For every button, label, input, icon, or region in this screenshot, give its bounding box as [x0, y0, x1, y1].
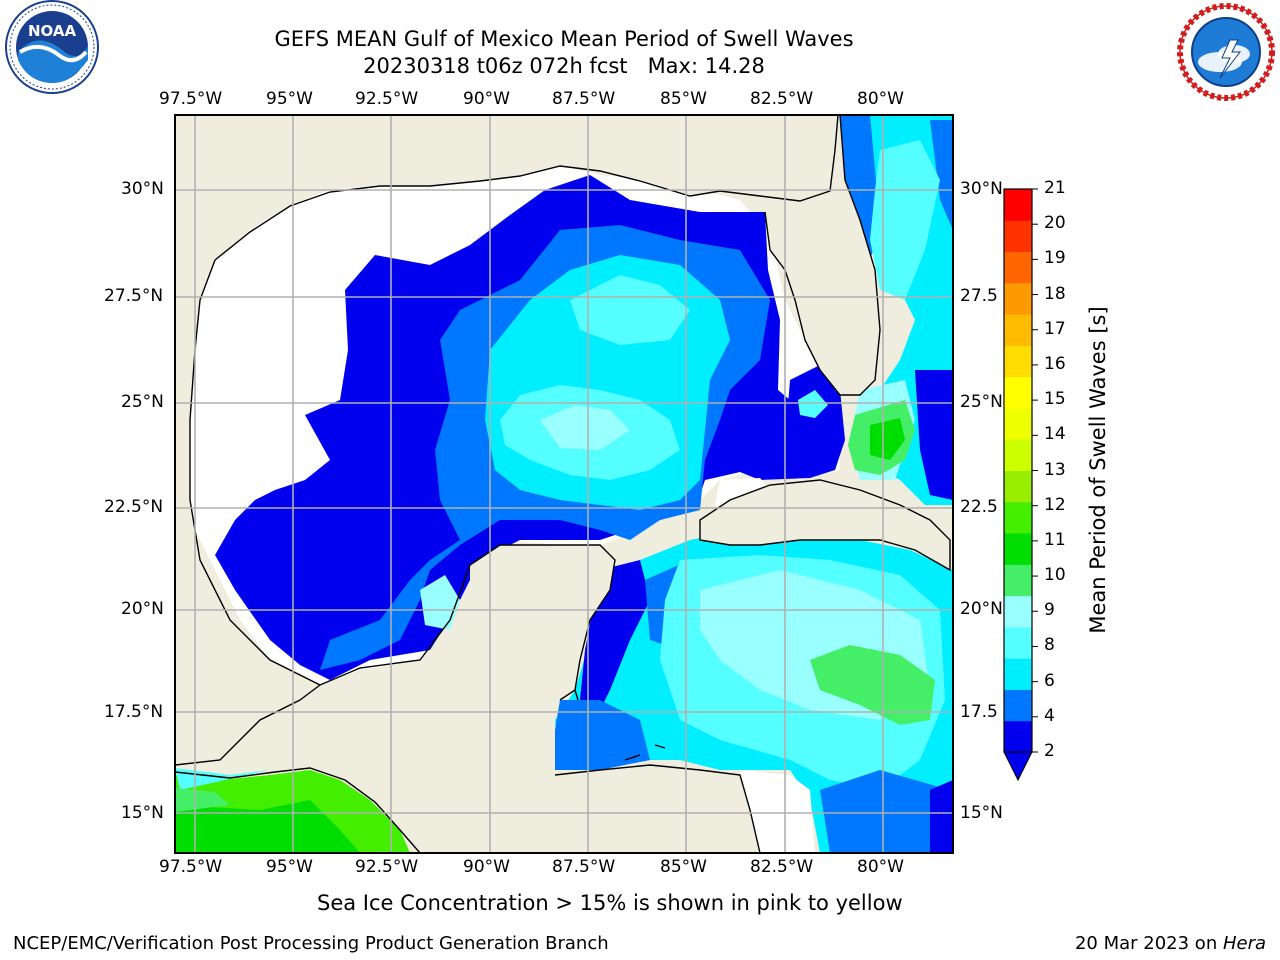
lon-label-bottom: 82.5°W: [750, 857, 814, 877]
lat-label-left: 25°N: [121, 392, 164, 412]
lon-label-bottom: 95°W: [266, 857, 313, 877]
colorbar-tick-label: 13: [1044, 459, 1066, 480]
colorbar-tick-label: 4: [1044, 705, 1055, 726]
lon-label-bottom: 80°W: [857, 857, 904, 877]
lon-label-top: 80°W: [857, 89, 904, 109]
system-name: Hera: [1222, 933, 1266, 954]
colorbar-tick-label: 17: [1044, 318, 1066, 339]
colorbar-swatch: [1004, 407, 1032, 440]
colorbar-tick-label: 16: [1044, 353, 1066, 374]
florida-land: [765, 115, 880, 395]
colorbar-swatch: [1004, 376, 1032, 409]
lon-label-top: 87.5°W: [552, 89, 616, 109]
lon-label-top: 90°W: [463, 89, 510, 109]
colorbar-swatch: [1004, 345, 1032, 378]
colorbar-tick-label: 10: [1044, 565, 1066, 586]
lat-label-right: 17.5: [960, 702, 998, 722]
colorbar-tick-label: 9: [1044, 600, 1055, 621]
lat-label-left: 20°N: [121, 599, 164, 619]
lat-label-right: 22.5: [960, 497, 998, 517]
colorbar-swatch: [1004, 626, 1032, 659]
coastline: [175, 115, 951, 853]
colorbar-tick-label: 15: [1044, 389, 1066, 410]
colorbar-swatch: [1004, 533, 1032, 565]
colorbar-swatch: [1004, 470, 1032, 503]
lat-label-right: 27.5: [960, 286, 998, 306]
lon-label-bottom: 90°W: [463, 857, 510, 877]
colorbar-tick-label: 8: [1044, 635, 1055, 656]
map-frame: [174, 114, 954, 854]
colorbar-swatch: [1004, 189, 1032, 221]
colorbar-swatch: [1004, 251, 1032, 284]
nws-logo: [1177, 3, 1275, 101]
colorbar-swatch: [1004, 439, 1032, 471]
map-subtitle: 20230318 t06z 072h fcst Max: 14.28: [363, 54, 765, 78]
lon-label-top: 97.5°W: [159, 89, 223, 109]
colorbar-tick-label: 18: [1044, 283, 1066, 304]
lat-label-left: 17.5°N: [104, 702, 164, 722]
colorbar-tick-label: 20: [1044, 213, 1066, 234]
colorbar-swatch: [1004, 564, 1032, 597]
map-figure: [174, 114, 954, 854]
lat-label-right: 30°N: [960, 179, 1003, 199]
lon-label-top: 82.5°W: [750, 89, 814, 109]
colorbar-extend-arrow: [1003, 751, 1033, 782]
colorbar-tick-label: 2: [1044, 741, 1055, 761]
graticule: [175, 115, 953, 853]
lon-label-top: 85°W: [660, 89, 707, 109]
lon-label-top: 92.5°W: [355, 89, 419, 109]
date-text: 20 Mar 2023 on: [1074, 933, 1223, 954]
colorbar-tick-label: 14: [1044, 424, 1066, 445]
colorbar-swatch: [1004, 689, 1032, 722]
colorbar-swatch: [1004, 220, 1032, 253]
lon-label-bottom: 85°W: [660, 857, 707, 877]
date-stamp: 20 Mar 2023 on Hera: [1075, 933, 1266, 954]
colorbar-swatch: [1004, 658, 1032, 690]
lon-label-bottom: 87.5°W: [552, 857, 616, 877]
lat-label-left: 27.5°N: [104, 286, 164, 306]
colorbar-swatch: [1004, 282, 1032, 315]
colorbar-swatch: [1004, 720, 1032, 753]
colorbar-tick-label: 11: [1044, 529, 1066, 550]
colorbar-swatch: [1004, 501, 1032, 534]
noaa-logo: NOAA: [5, 0, 99, 94]
colorbar-tick-label: 19: [1044, 248, 1066, 269]
lat-label-right: 15°N: [960, 803, 1003, 823]
lon-label-bottom: 97.5°W: [159, 857, 223, 877]
lat-label-left: 30°N: [121, 179, 164, 199]
central-america-land: [175, 115, 835, 765]
colorbar-tick-label: 6: [1044, 670, 1055, 691]
colorbar-tick-label: 21: [1044, 178, 1066, 198]
lat-label-left: 15°N: [121, 803, 164, 823]
noaa-logo-text: NOAA: [28, 22, 77, 40]
lon-label-top: 95°W: [266, 89, 313, 109]
sea-ice-note: Sea Ice Concentration > 15% is shown in …: [317, 891, 903, 915]
lon-label-bottom: 92.5°W: [355, 857, 419, 877]
colorbar-swatch: [1004, 595, 1032, 628]
lat-label-left: 22.5°N: [104, 497, 164, 517]
lat-label-right: 25°N: [960, 392, 1003, 412]
map-title: GEFS MEAN Gulf of Mexico Mean Period of …: [274, 27, 854, 51]
lat-label-right: 20°N: [960, 599, 1003, 619]
yucatan-land: [470, 545, 615, 700]
cuba-land: [700, 480, 950, 570]
colorbar-tick-label: 12: [1044, 494, 1066, 515]
credit-text: NCEP/EMC/Verification Post Processing Pr…: [13, 933, 609, 954]
colorbar-frame: [1003, 188, 1033, 753]
colorbar-label: Mean Period of Swell Waves [s]: [1086, 306, 1110, 634]
colorbar-swatch: [1004, 314, 1032, 346]
